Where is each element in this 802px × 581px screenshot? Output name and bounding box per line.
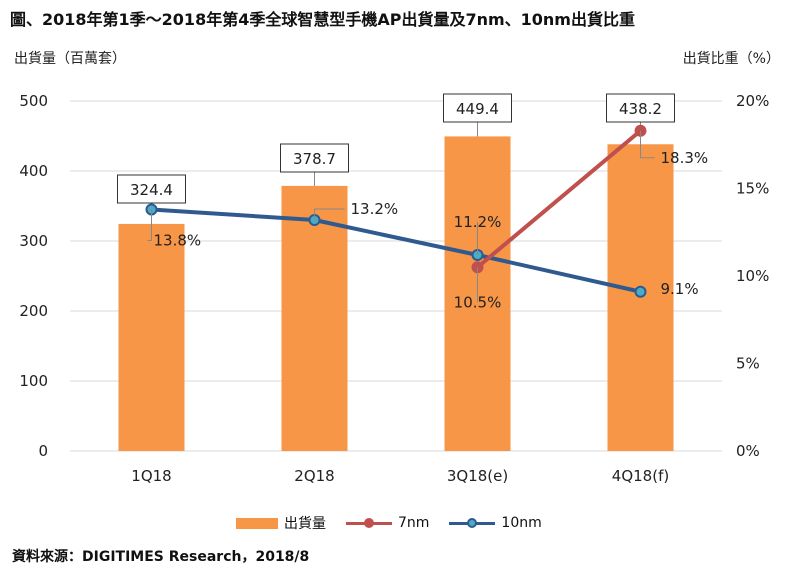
point-data-label: 13.8% (154, 232, 202, 250)
source-note: 資料來源：DIGITIMES Research，2018/8 (12, 549, 310, 565)
bar-data-label: 324.4 (130, 181, 173, 199)
y2-tick-label: 10% (736, 267, 769, 285)
y-tick-label: 300 (19, 232, 48, 250)
y2-axis-title: 出貨比重（%） (682, 51, 780, 67)
y2-tick-label: 15% (736, 180, 769, 198)
legend-label-10nm: 10nm (501, 515, 542, 531)
series-7nm-line (476, 129, 642, 269)
bar-label-box (606, 93, 675, 123)
legend-swatch-bar (236, 517, 278, 529)
point-data-label: 13.2% (351, 200, 399, 218)
point-data-label: 11.2% (454, 213, 502, 231)
legend-swatch-7nm (346, 517, 392, 529)
point-label-leader (147, 209, 152, 241)
bar-label-box (280, 143, 349, 173)
x-tick-label: 3Q18(e) (447, 467, 508, 485)
legend-label-shipments: 出貨量 (284, 516, 326, 532)
bar (281, 185, 348, 451)
legend-item-shipments: 出貨量 (236, 513, 326, 533)
y-tick-label: 500 (19, 92, 48, 110)
y-tick-label: 200 (19, 302, 48, 320)
bar (118, 223, 185, 451)
point-data-label: 10.5% (454, 293, 502, 311)
point-label-leader (314, 208, 345, 220)
bar-label-box (443, 93, 512, 123)
bar-label-box (117, 174, 186, 204)
legend: 出貨量 7nm 10nm (236, 512, 562, 534)
point-label-leader (640, 130, 655, 159)
y2-tick-label: 20% (736, 92, 769, 110)
y2-tick-label: 0% (736, 442, 760, 460)
legend-label-7nm: 7nm (398, 515, 430, 531)
y-axis-title: 出貨量（百萬套） (14, 51, 126, 67)
y-tick-label: 0 (38, 442, 48, 460)
series-10nm-line (151, 207, 641, 294)
bar-data-label: 378.7 (293, 150, 336, 168)
chart-title: 圖、2018年第1季～2018年第4季全球智慧型手機AP出貨量及7nm、10nm… (10, 10, 635, 29)
series-10nm-point (634, 285, 647, 298)
bar-data-label: 449.4 (456, 100, 499, 118)
point-data-label: 18.3% (661, 149, 709, 167)
legend-swatch-10nm (449, 517, 496, 529)
legend-item-10nm: 10nm (449, 515, 542, 531)
x-tick-label: 1Q18 (131, 467, 171, 485)
bar-data-label: 438.2 (619, 100, 662, 118)
y-tick-label: 100 (19, 372, 48, 390)
x-tick-label: 2Q18 (294, 467, 334, 485)
y-tick-label: 400 (19, 162, 48, 180)
y2-tick-label: 5% (736, 355, 760, 373)
x-tick-label: 4Q18(f) (612, 467, 669, 485)
point-data-label: 9.1% (661, 280, 699, 298)
legend-item-7nm: 7nm (346, 515, 429, 531)
